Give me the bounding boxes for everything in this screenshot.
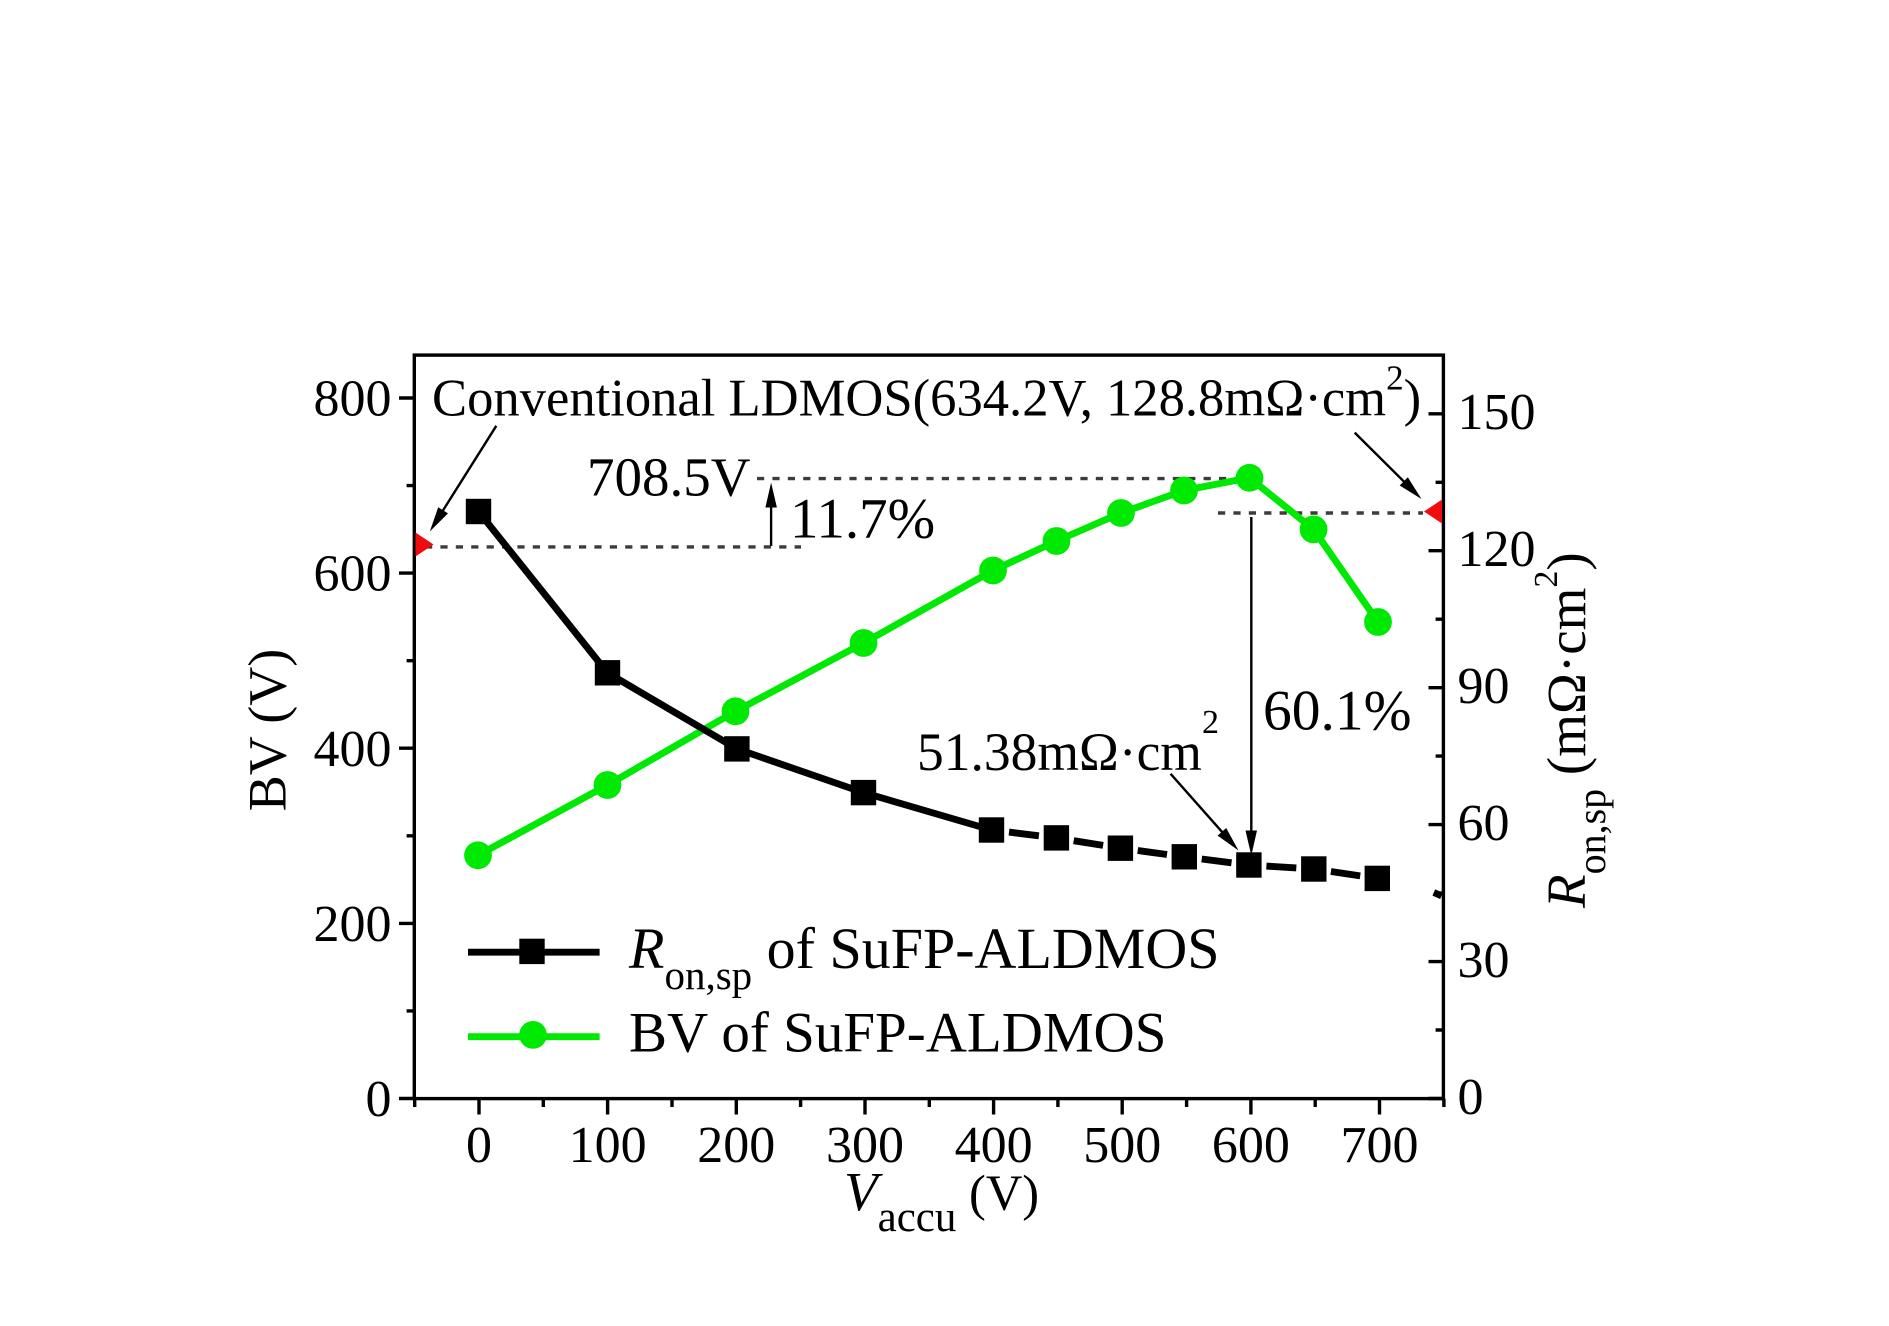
svg-text:800: 800 xyxy=(314,371,392,428)
svg-text:Ron,sp (mΩ·cm2): Ron,sp (mΩ·cm2) xyxy=(1528,552,1614,909)
svg-text:30: 30 xyxy=(1458,932,1510,989)
svg-text:60: 60 xyxy=(1458,795,1510,852)
svg-text:200: 200 xyxy=(697,1117,775,1174)
svg-text:0: 0 xyxy=(466,1117,492,1174)
svg-text:BV of SuFP-ALDMOS: BV of SuFP-ALDMOS xyxy=(629,1002,1166,1065)
svg-text:60.1%: 60.1% xyxy=(1263,680,1412,743)
svg-text:300: 300 xyxy=(826,1117,904,1174)
svg-text:400: 400 xyxy=(314,721,392,778)
svg-text:90: 90 xyxy=(1458,658,1510,715)
svg-text:700: 700 xyxy=(1341,1117,1419,1174)
svg-text:11.7%: 11.7% xyxy=(790,488,935,551)
svg-text:150: 150 xyxy=(1458,384,1536,441)
svg-text:200: 200 xyxy=(314,896,392,953)
svg-text:100: 100 xyxy=(569,1117,647,1174)
svg-text:Ron,sp of SuFP-ALDMOS: Ron,sp of SuFP-ALDMOS xyxy=(628,916,1219,998)
svg-text:0: 0 xyxy=(366,1071,392,1128)
svg-text:BV (V): BV (V) xyxy=(238,649,298,812)
svg-text:600: 600 xyxy=(1212,1117,1290,1174)
svg-text:120: 120 xyxy=(1458,521,1536,578)
svg-text:500: 500 xyxy=(1083,1117,1161,1174)
svg-text:400: 400 xyxy=(955,1117,1033,1174)
svg-text:600: 600 xyxy=(314,546,392,603)
svg-text:Conventional LDMOS(634.2V, 128: Conventional LDMOS(634.2V, 128.8mΩ·cm2) xyxy=(432,359,1421,428)
svg-text:Vaccu (V): Vaccu (V) xyxy=(844,1161,1039,1241)
svg-text:708.5V: 708.5V xyxy=(587,447,751,508)
svg-text:0: 0 xyxy=(1458,1069,1484,1126)
